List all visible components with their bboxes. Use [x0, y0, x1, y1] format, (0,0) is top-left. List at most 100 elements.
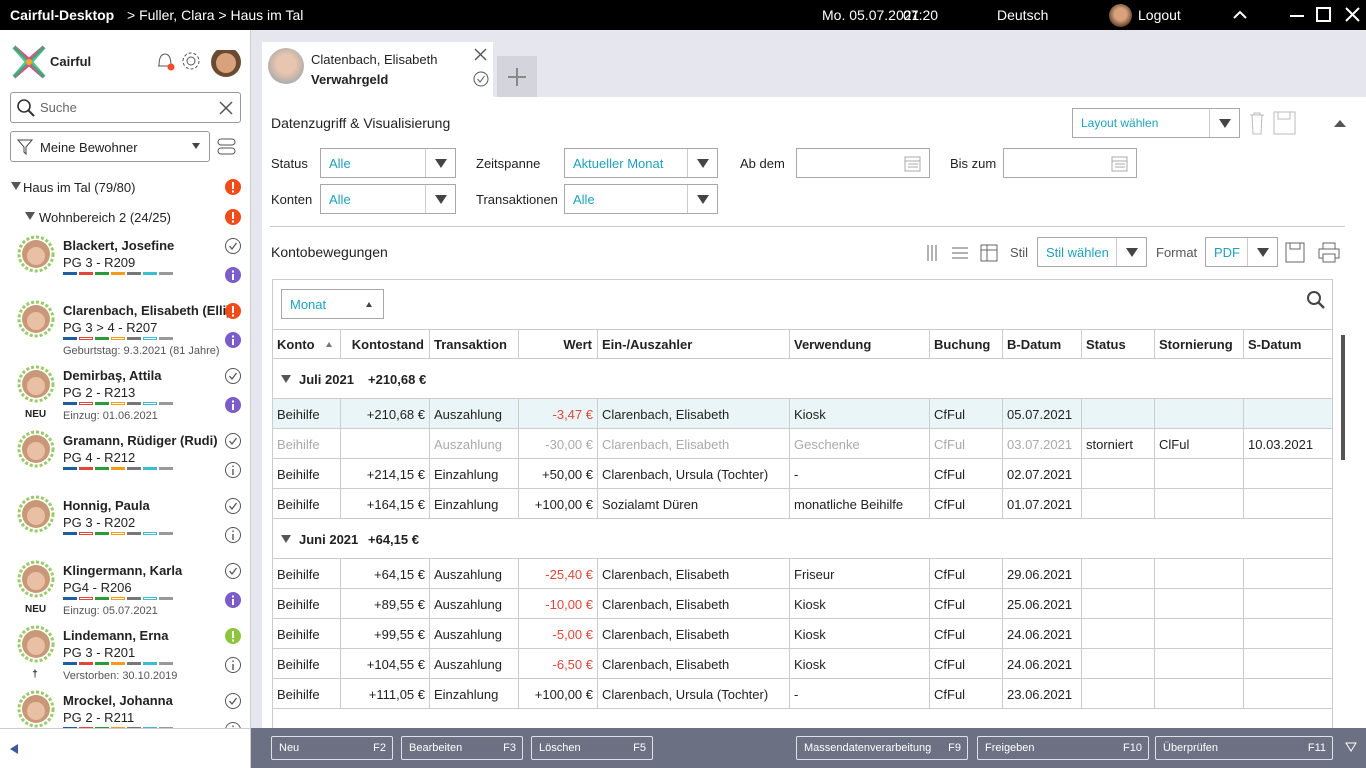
- status-icon: [225, 368, 241, 384]
- cell: Auszahlung: [434, 437, 502, 452]
- table-row[interactable]: Beihilfe Auszahlung -30,00 € Clarenbach, El…: [273, 429, 1332, 459]
- button-label: Löschen: [539, 742, 581, 754]
- group-total: +210,68 €: [368, 372, 427, 387]
- layout-select[interactable]: Layout wählen: [1072, 108, 1240, 138]
- cell-border: [1003, 619, 1082, 648]
- cell-border: [273, 429, 341, 458]
- care-bar: [111, 402, 125, 405]
- cell: +214,15 €: [366, 467, 425, 482]
- cell: CfFul: [934, 687, 966, 702]
- footer-button[interactable]: Massendatenverarbeitung F9: [796, 736, 968, 760]
- cell-border: [519, 589, 598, 618]
- column-header[interactable]: Konto: [273, 330, 341, 359]
- care-bar: [111, 337, 125, 340]
- table-header: Konto Kontostand Transaktion Wert Ein-/Ausza…: [273, 329, 1332, 359]
- date-input[interactable]: [796, 148, 930, 178]
- footer-button[interactable]: Freigeben F10: [977, 736, 1149, 760]
- panel-actions[interactable]: [1247, 110, 1357, 138]
- cell-border: [341, 559, 430, 588]
- export-icons[interactable]: [1284, 241, 1344, 265]
- resident[interactable]: Clarenbach, Elisabeth (Elli) PG 3 > 4 - R…: [0, 297, 250, 362]
- footer-button[interactable]: Neu F2: [271, 736, 393, 760]
- cell-border: [1082, 459, 1155, 488]
- filter-select[interactable]: Alle: [320, 184, 456, 214]
- filter-select[interactable]: Alle: [320, 148, 456, 178]
- filter-settings[interactable]: [216, 136, 238, 158]
- table-row[interactable]: Beihilfe +111,05 € Einzahlung +100,00 € Clar…: [273, 679, 1332, 709]
- resident[interactable]: Demirbaş, Attila PG 2 - R213 Einzug: 01.06…: [0, 362, 250, 427]
- logout[interactable]: Logout: [1138, 7, 1181, 23]
- column-header[interactable]: Buchung: [930, 330, 1003, 359]
- group-label[interactable]: Haus im Tal (79/80): [23, 180, 136, 195]
- group-row[interactable]: Juni 2021 +64,15 €: [273, 519, 1332, 559]
- column-header[interactable]: Stornierung: [1155, 330, 1244, 359]
- resident[interactable]: Klingermann, Karla PG4 - R206 Einzug: 05.0…: [0, 557, 250, 622]
- filter-select[interactable]: Alle: [564, 184, 718, 214]
- resident-filter[interactable]: Meine Bewohner: [10, 131, 210, 162]
- footer-button[interactable]: Löschen F5: [531, 736, 653, 760]
- resident[interactable]: Gramann, Rüdiger (Rudi) PG 4 - R212: [0, 427, 250, 492]
- cell: 25.06.2021: [1007, 597, 1073, 612]
- group-row[interactable]: Juli 2021 +210,68 €: [273, 359, 1332, 399]
- column-header[interactable]: Verwendung: [790, 330, 930, 359]
- table-row[interactable]: Beihilfe +104,55 € Auszahlung -6,50 € Claren…: [273, 649, 1332, 679]
- column-header[interactable]: Status: [1082, 330, 1155, 359]
- table-title: Kontobewegungen: [271, 244, 388, 260]
- view-icons[interactable]: [922, 242, 1002, 264]
- cell-border: [598, 679, 790, 708]
- group-by-select[interactable]: Monat: [281, 289, 384, 319]
- column-header[interactable]: Kontostand: [341, 330, 430, 359]
- header-icons[interactable]: [155, 50, 245, 80]
- column-header[interactable]: Ein-/Auszahler: [598, 330, 790, 359]
- table-search[interactable]: [1306, 290, 1326, 310]
- filter-label: Bis zum: [950, 156, 997, 171]
- table-row[interactable]: Beihilfe +210,68 € Auszahlung -3,47 € Claren…: [273, 399, 1332, 429]
- tab[interactable]: Clatenbach, Elisabeth Verwahrgeld: [262, 42, 493, 98]
- care-bar: [63, 337, 77, 340]
- care-bar: [79, 272, 93, 275]
- breadcrumb[interactable]: > Fuller, Clara > Haus im Tal: [127, 7, 304, 23]
- resident-name: Klingermann, Karla: [63, 563, 183, 578]
- date-input[interactable]: [1003, 148, 1137, 178]
- cell-border: [1155, 559, 1244, 588]
- table-row[interactable]: Beihilfe +89,55 € Auszahlung -10,00 € Claren…: [273, 589, 1332, 619]
- column-header[interactable]: B-Datum: [1003, 330, 1082, 359]
- table-row[interactable]: Beihilfe +214,15 € Einzahlung +50,00 € Clare…: [273, 459, 1332, 489]
- new-tab[interactable]: [497, 56, 537, 98]
- cell-border: [341, 459, 430, 488]
- column-header[interactable]: S-Datum: [1244, 330, 1332, 359]
- table-row[interactable]: Beihilfe +64,15 € Auszahlung -25,40 € Claren…: [273, 559, 1332, 589]
- resident[interactable]: Lindemann, Erna PG 3 - R201 Verstorben: 30…: [0, 622, 250, 687]
- cell: 23.06.2021: [1007, 687, 1073, 702]
- language[interactable]: Deutsch: [997, 7, 1049, 23]
- footer-bar: [251, 728, 1366, 768]
- search[interactable]: Suche: [10, 92, 241, 123]
- care-bar: [111, 532, 125, 535]
- dropdown-arrow: [1116, 238, 1146, 266]
- avatar: [17, 495, 55, 533]
- avatar: [17, 430, 55, 468]
- filter-label: Transaktionen: [476, 192, 558, 207]
- format-select[interactable]: PDF: [1205, 237, 1278, 267]
- dropdown-arrow: [425, 149, 455, 177]
- filter-select[interactable]: Aktueller Monat: [564, 148, 718, 178]
- sidebar-footer: [0, 728, 250, 768]
- window-controls[interactable]: [1230, 5, 1366, 25]
- column-header[interactable]: Wert: [519, 330, 598, 359]
- table-row[interactable]: Beihilfe +99,55 € Auszahlung -5,00 € Clarenb…: [273, 619, 1332, 649]
- sort-arrow: [326, 342, 332, 347]
- cell: Einzahlung: [434, 497, 499, 512]
- resident-room: PG 3 - R202: [63, 515, 136, 530]
- resident[interactable]: Blackert, Josefine PG 3 - R209: [0, 232, 250, 297]
- care-bar: [63, 532, 77, 535]
- group-label: Juli 2021: [299, 372, 354, 387]
- column-header[interactable]: Transaktion: [430, 330, 519, 359]
- footer-button[interactable]: Überprüfen F11: [1155, 736, 1333, 760]
- table-row[interactable]: Beihilfe +164,15 € Einzahlung +100,00 € Sozi…: [273, 489, 1332, 519]
- subgroup-label[interactable]: Wohnbereich 2 (24/25): [39, 210, 172, 225]
- care-bar: [79, 467, 93, 470]
- resident[interactable]: Honnig, Paula PG 3 - R202: [0, 492, 250, 557]
- style-select[interactable]: Stil wählen: [1037, 237, 1147, 267]
- cell-border: [430, 649, 519, 678]
- footer-button[interactable]: Bearbeiten F3: [401, 736, 523, 760]
